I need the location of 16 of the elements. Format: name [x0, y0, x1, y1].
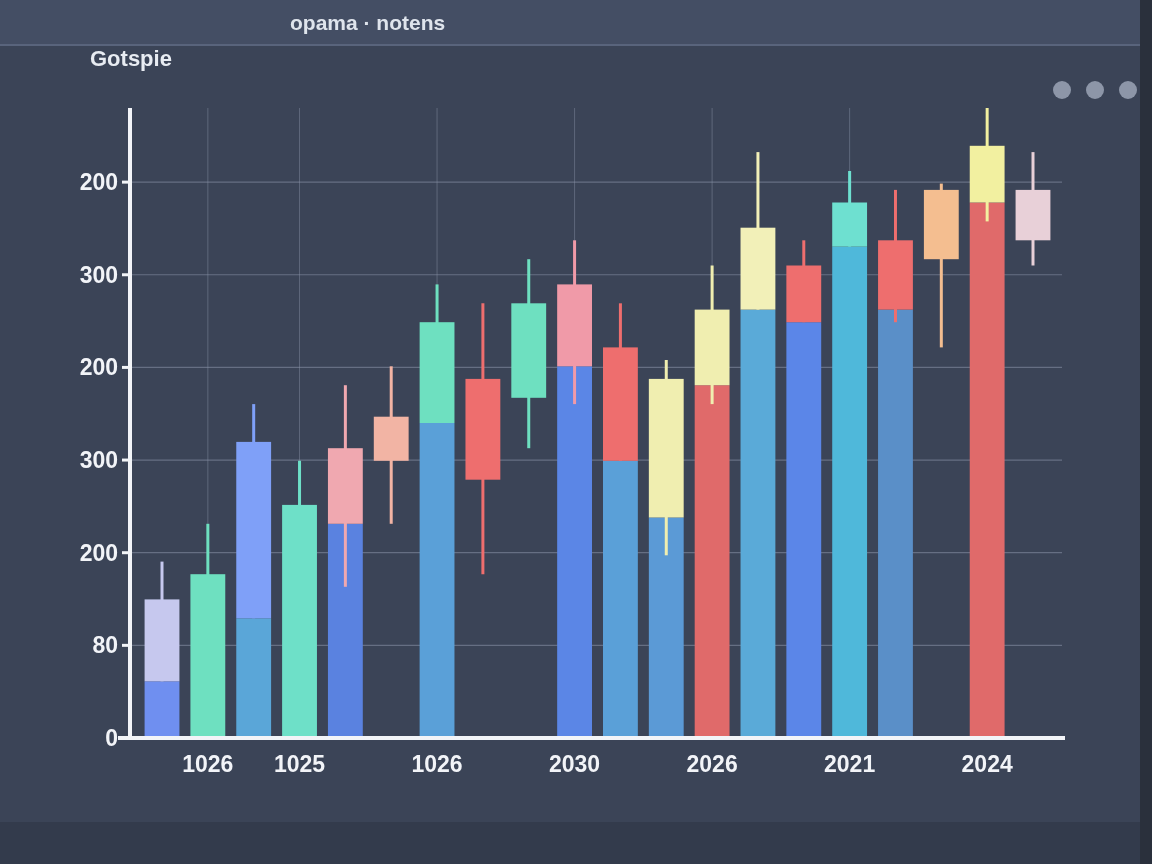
x-tick-label: 2021 — [824, 751, 876, 777]
x-tick-label: 1026 — [182, 751, 234, 777]
x-tick-label: 2024 — [961, 751, 1013, 777]
x-tick-label: 2030 — [548, 751, 601, 777]
x-tick-label: 1026 — [411, 751, 463, 777]
x-tick-label: 1025 — [273, 751, 326, 777]
text: 300 — [79, 447, 118, 474]
text: 300 — [79, 261, 118, 288]
text: 200 — [79, 354, 118, 381]
text: 80 — [92, 632, 118, 659]
chart-subtitle: opama · notens — [290, 11, 446, 34]
text: 200 — [79, 539, 118, 566]
text: 0 — [105, 725, 118, 752]
text: 200 — [79, 169, 118, 196]
x-tick-label: 2026 — [686, 751, 738, 777]
chart-title: Gotspie — [90, 46, 172, 71]
